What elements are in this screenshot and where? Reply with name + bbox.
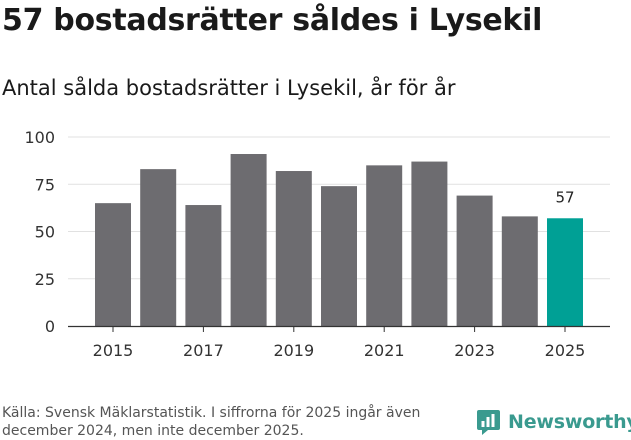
bar-2025 — [547, 218, 583, 326]
source-note: Källa: Svensk Mäklarstatistik. I siffror… — [2, 405, 421, 439]
newsworthy-logo-icon — [477, 409, 500, 435]
x-axis-ticks — [112, 326, 566, 332]
chart-title: 57 bostadsrätter såldes i Lysekil — [2, 3, 543, 38]
brand-logo: Newsworthy — [476, 408, 631, 436]
bar-2017 — [185, 205, 222, 326]
x-tick-label-2015: 2015 — [93, 341, 134, 360]
bar-2021 — [366, 165, 403, 326]
chart-subtitle: Antal sålda bostadsrätter i Lysekil, år … — [2, 76, 456, 100]
bars — [95, 154, 583, 326]
x-tick-label-2025: 2025 — [545, 341, 586, 360]
bar-2020 — [321, 186, 357, 326]
bar-2015 — [95, 203, 131, 326]
bar-2016 — [140, 169, 177, 326]
bar-2023 — [456, 195, 493, 326]
x-tick-label-2017: 2017 — [183, 341, 224, 360]
bar-2018 — [230, 154, 267, 326]
y-tick-label-50: 50 — [35, 223, 55, 242]
x-axis-tick-labels: 2015 2017 2019 2021 2023 2025 — [93, 341, 586, 360]
x-tick-label-2021: 2021 — [364, 341, 405, 360]
bar-2024 — [501, 216, 538, 326]
y-tick-label-100: 100 — [24, 128, 55, 147]
value-labels: 57 — [555, 188, 574, 206]
y-tick-label-0: 0 — [45, 317, 55, 336]
x-tick-label-2019: 2019 — [273, 341, 314, 360]
value-label-2025: 57 — [555, 188, 574, 206]
brand-name: Newsworthy — [508, 411, 631, 433]
bar-chart: 0 25 50 75 100 57 2015 2017 2019 2021 2023 2025 — [24, 128, 610, 360]
bar-2022 — [411, 161, 448, 326]
bar-2019 — [275, 171, 312, 326]
x-tick-label-2023: 2023 — [454, 341, 495, 360]
y-tick-label-75: 75 — [35, 175, 55, 194]
y-tick-label-25: 25 — [35, 270, 55, 289]
y-axis-tick-labels: 0 25 50 75 100 — [24, 128, 55, 336]
